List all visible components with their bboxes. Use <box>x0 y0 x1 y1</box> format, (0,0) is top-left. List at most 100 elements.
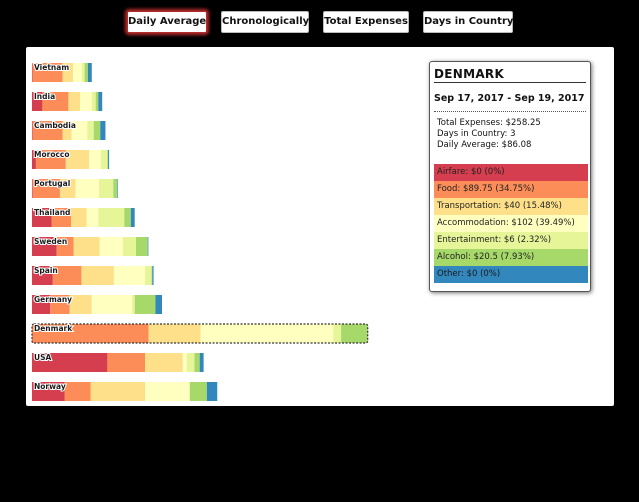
bar-segment-usa-accommodation[interactable] <box>182 353 187 372</box>
bar-segment-vietnam-food[interactable] <box>32 63 63 82</box>
bar-segment-morocco-airfare[interactable] <box>32 150 36 169</box>
bar-segment-spain-other[interactable] <box>152 266 154 285</box>
bar-segment-norway-accommodation[interactable] <box>145 382 190 401</box>
bar-segment-portugal-other[interactable] <box>117 179 118 198</box>
bar-segment-thailand-other[interactable] <box>130 208 135 227</box>
bar-segment-portugal-accommodation[interactable] <box>75 179 99 198</box>
bar-segment-spain-accommodation[interactable] <box>113 266 146 285</box>
bar-segment-germany-accommodation[interactable] <box>91 295 133 314</box>
bar-spain[interactable] <box>32 266 154 285</box>
bar-segment-portugal-food[interactable] <box>32 179 60 198</box>
bar-segment-thailand-food[interactable] <box>51 208 72 227</box>
bar-segment-thailand-alcohol[interactable] <box>124 208 131 227</box>
bar-segment-norway-food[interactable] <box>64 382 91 401</box>
bar-segment-thailand-transportation[interactable] <box>71 208 87 227</box>
bar-segment-portugal-airfare[interactable] <box>32 179 33 198</box>
bar-segment-usa-airfare[interactable] <box>32 353 108 372</box>
bar-segment-thailand-accommodation[interactable] <box>86 208 99 227</box>
bar-segment-cambodia-transportation[interactable] <box>62 121 72 140</box>
bar-segment-thailand-airfare[interactable] <box>32 208 52 227</box>
total-expenses-button[interactable]: Total Expenses <box>323 11 409 33</box>
bar-segment-cambodia-food[interactable] <box>32 121 63 140</box>
bar-segment-india-other[interactable] <box>98 92 103 111</box>
bar-segment-india-food[interactable] <box>42 92 69 111</box>
bar-segment-usa-other[interactable] <box>199 353 204 372</box>
bar-segment-denmark-entertainment[interactable] <box>333 324 342 343</box>
bar-portugal[interactable] <box>32 179 118 198</box>
bar-thailand[interactable] <box>32 208 135 227</box>
bar-segment-vietnam-alcohol[interactable] <box>84 63 88 82</box>
bar-segment-morocco-accommodation[interactable] <box>89 150 101 169</box>
daily-average-button[interactable]: Daily Average <box>127 11 207 33</box>
bar-norway[interactable] <box>32 382 218 401</box>
bar-segment-spain-food[interactable] <box>52 266 82 285</box>
bar-segment-sweden-food[interactable] <box>56 237 74 256</box>
bar-segment-india-airfare[interactable] <box>32 92 43 111</box>
bar-segment-denmark-alcohol[interactable] <box>341 324 368 343</box>
country-label-cambodia: Cambodia <box>34 121 76 130</box>
bar-vietnam[interactable] <box>32 63 92 82</box>
bar-segment-portugal-transportation[interactable] <box>59 179 76 198</box>
bar-segment-india-alcohol[interactable] <box>95 92 99 111</box>
bar-segment-germany-entertainment[interactable] <box>132 295 135 314</box>
bar-usa[interactable] <box>32 353 204 372</box>
bar-segment-denmark-food[interactable] <box>32 324 149 343</box>
bar-segment-norway-transportation[interactable] <box>90 382 146 401</box>
bar-india[interactable] <box>32 92 103 111</box>
bar-sweden[interactable] <box>32 237 149 256</box>
tooltip-days-in-country: Days in Country: 3 <box>437 129 516 139</box>
bar-segment-cambodia-accommodation[interactable] <box>71 121 88 140</box>
bar-segment-usa-alcohol[interactable] <box>194 353 200 372</box>
bar-cambodia[interactable] <box>32 121 106 140</box>
bar-segment-norway-alcohol[interactable] <box>189 382 207 401</box>
bar-segment-usa-entertainment[interactable] <box>186 353 195 372</box>
bar-segment-india-accommodation[interactable] <box>80 92 92 111</box>
bar-segment-germany-alcohol[interactable] <box>134 295 156 314</box>
bar-segment-morocco-food[interactable] <box>35 150 66 169</box>
bar-segment-sweden-accommodation[interactable] <box>99 237 123 256</box>
bar-segment-morocco-other[interactable] <box>108 150 110 169</box>
bar-segment-germany-airfare[interactable] <box>32 295 51 314</box>
bar-segment-spain-entertainment[interactable] <box>145 266 152 285</box>
bar-segment-sweden-transportation[interactable] <box>73 237 100 256</box>
bar-segment-cambodia-airfare[interactable] <box>32 121 33 140</box>
bar-denmark[interactable] <box>31 323 369 344</box>
bar-segment-cambodia-alcohol[interactable] <box>93 121 101 140</box>
bar-segment-portugal-entertainment[interactable] <box>98 179 114 198</box>
bar-segment-sweden-other[interactable] <box>147 237 149 256</box>
bar-segment-denmark-accommodation[interactable] <box>200 324 334 343</box>
bar-segment-norway-entertainment[interactable] <box>189 382 190 401</box>
bar-morocco[interactable] <box>32 150 110 169</box>
chronologically-button[interactable]: Chronologically <box>221 11 309 33</box>
bar-segment-norway-other[interactable] <box>206 382 218 401</box>
bar-segment-india-transportation[interactable] <box>68 92 81 111</box>
bar-segment-spain-transportation[interactable] <box>81 266 114 285</box>
bar-segment-sweden-entertainment[interactable] <box>123 237 136 256</box>
bar-segment-germany-transportation[interactable] <box>69 295 92 314</box>
bar-segment-thailand-entertainment[interactable] <box>98 208 125 227</box>
bar-segment-spain-airfare[interactable] <box>32 266 53 285</box>
bar-segment-vietnam-transportation[interactable] <box>62 63 73 82</box>
bar-segment-germany-food[interactable] <box>50 295 70 314</box>
days-in-country-button[interactable]: Days in Country <box>423 11 513 33</box>
bar-segment-sweden-alcohol[interactable] <box>136 237 148 256</box>
bar-segment-vietnam-entertainment[interactable] <box>82 63 85 82</box>
bar-segment-norway-airfare[interactable] <box>32 382 65 401</box>
bar-segment-vietnam-airfare[interactable] <box>32 63 33 82</box>
bar-segment-morocco-transportation[interactable] <box>65 150 90 169</box>
bar-segment-portugal-alcohol[interactable] <box>113 179 118 198</box>
bar-segment-vietnam-other[interactable] <box>87 63 92 82</box>
bar-segment-spain-alcohol[interactable] <box>151 266 153 285</box>
bar-segment-sweden-airfare[interactable] <box>32 237 57 256</box>
bar-segment-usa-transportation[interactable] <box>145 353 183 372</box>
bar-segment-vietnam-accommodation[interactable] <box>72 63 83 82</box>
bar-segment-germany-other[interactable] <box>155 295 163 314</box>
bar-germany[interactable] <box>32 295 162 314</box>
bar-segment-denmark-transportation[interactable] <box>148 324 201 343</box>
bar-segment-india-entertainment[interactable] <box>91 92 96 111</box>
bar-segment-morocco-alcohol[interactable] <box>107 150 109 169</box>
bar-segment-cambodia-entertainment[interactable] <box>87 121 94 140</box>
bar-segment-usa-food[interactable] <box>107 353 146 372</box>
bar-segment-morocco-entertainment[interactable] <box>100 150 108 169</box>
bar-segment-cambodia-other[interactable] <box>100 121 106 140</box>
